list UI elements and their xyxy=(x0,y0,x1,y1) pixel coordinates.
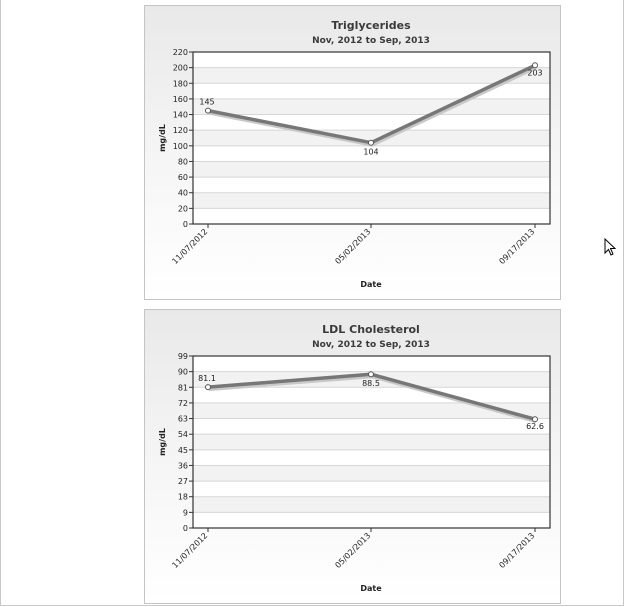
y-tick-label: 80 xyxy=(178,157,188,166)
data-point xyxy=(532,62,538,69)
data-label: 81.1 xyxy=(198,374,216,383)
x-tick-label: 11/07/2012 xyxy=(170,531,209,570)
grid-band xyxy=(193,67,550,84)
y-tick-label: 0 xyxy=(183,524,188,533)
y-tick-label: 45 xyxy=(178,446,188,455)
y-tick-label: 72 xyxy=(178,399,188,408)
data-point xyxy=(368,139,374,146)
x-tick-label: 09/17/2013 xyxy=(497,531,536,570)
grid-band xyxy=(193,192,550,209)
grid-band xyxy=(193,402,550,419)
chart-subtitle: Nov, 2012 to Sep, 2013 xyxy=(312,36,430,46)
y-tick-label: 90 xyxy=(178,368,188,377)
y-axis-label: mg/dL xyxy=(158,124,167,152)
y-tick-label: 200 xyxy=(173,64,188,73)
y-tick-label: 81 xyxy=(178,383,188,392)
grid-band xyxy=(193,465,550,482)
grid-band xyxy=(193,434,550,450)
y-tick-label: 18 xyxy=(178,493,188,502)
x-axis-label: Date xyxy=(360,584,382,593)
y-tick-label: 99 xyxy=(178,352,188,361)
grid-band xyxy=(193,496,550,513)
y-tick-label: 220 xyxy=(173,48,188,57)
y-tick-label: 36 xyxy=(178,461,188,470)
y-tick-label: 100 xyxy=(173,142,188,151)
triglycerides-chart-panel: Triglycerides Nov, 2012 to Sep, 2013 0 20 40… xyxy=(144,5,561,300)
ldl-cholesterol-chart: LDL Cholesterol Nov, 2012 to Sep, 2013 0 9 1… xyxy=(158,323,551,593)
grid-band xyxy=(193,130,550,146)
y-tick-label: 27 xyxy=(178,477,188,486)
y-tick-label: 54 xyxy=(178,430,188,439)
chart-title: LDL Cholesterol xyxy=(322,323,420,336)
x-tick-label: 11/07/2012 xyxy=(170,227,209,266)
grid-band xyxy=(193,98,550,115)
y-tick-label: 140 xyxy=(173,111,188,120)
y-tick-label: 160 xyxy=(173,95,188,104)
y-tick-label: 60 xyxy=(178,173,188,182)
data-label: 145 xyxy=(199,98,214,107)
y-tick-label: 0 xyxy=(183,220,188,229)
y-tick-label: 63 xyxy=(178,415,188,424)
data-point xyxy=(532,416,538,423)
x-tick-label: 09/17/2013 xyxy=(497,227,536,266)
data-label: 203 xyxy=(527,68,542,77)
data-point xyxy=(368,371,374,378)
chart-title: Triglycerides xyxy=(331,19,411,32)
grid-band xyxy=(193,161,550,178)
x-axis-label: Date xyxy=(360,280,382,289)
y-tick-label: 9 xyxy=(183,508,188,517)
data-point xyxy=(205,384,211,391)
x-tick-label: 05/02/2013 xyxy=(333,227,372,266)
chart-subtitle: Nov, 2012 to Sep, 2013 xyxy=(312,340,430,350)
mouse-pointer-icon xyxy=(604,238,617,256)
data-label: 104 xyxy=(363,148,378,157)
data-point xyxy=(205,107,211,114)
triglycerides-chart: Triglycerides Nov, 2012 to Sep, 2013 0 20 40… xyxy=(158,19,551,289)
y-tick-label: 40 xyxy=(178,189,188,198)
data-label: 88.5 xyxy=(362,379,380,388)
x-tick-label: 05/02/2013 xyxy=(333,531,372,570)
ldl-cholesterol-chart-panel: LDL Cholesterol Nov, 2012 to Sep, 2013 0 9 1… xyxy=(144,309,561,604)
y-axis-label: mg/dL xyxy=(158,428,167,456)
y-tick-label: 120 xyxy=(173,126,188,135)
data-label: 62.6 xyxy=(526,422,544,431)
y-tick-label: 180 xyxy=(173,79,188,88)
y-tick-label: 20 xyxy=(178,204,188,213)
